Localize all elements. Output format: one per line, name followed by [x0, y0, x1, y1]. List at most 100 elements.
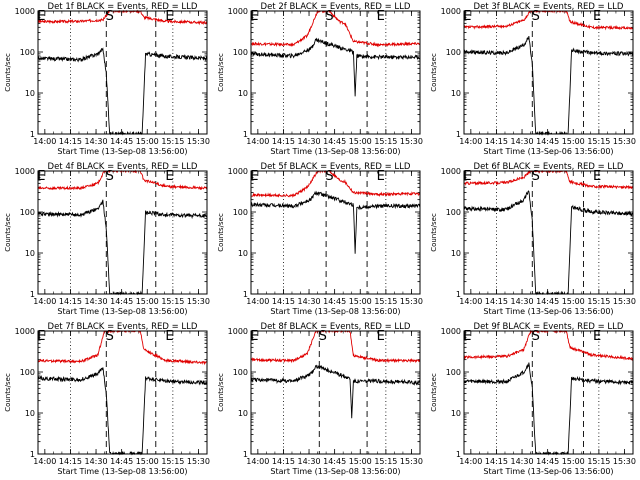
y-tick-label: 1 [456, 290, 461, 299]
y-tick-label: 1 [456, 450, 461, 459]
y-tick-label: 1000 [15, 327, 35, 336]
x-axis-label: Start Time (13-Sep-06 13:56:00) [483, 147, 613, 156]
y-tick-label: 1000 [441, 327, 461, 336]
detector-panel-8: Det 8f BLACK = Events, RED = LLD 1 10 100 10… [213, 320, 426, 480]
y-axis-label: Counts/sec [430, 373, 438, 412]
lld-series-line [250, 330, 421, 364]
x-tick-label: 14:45 [323, 297, 346, 306]
marker-e: E [463, 169, 471, 184]
x-tick-label: 14:45 [110, 137, 133, 146]
y-tick-label: 100 [20, 48, 35, 57]
x-tick-label: 15:30 [187, 457, 210, 466]
y-tick-label: 1 [30, 290, 35, 299]
y-tick-label: 1 [30, 130, 35, 139]
detector-panel-1: Det 1f BLACK = Events, RED = LLD 1 10 100 10… [0, 0, 213, 160]
panel-title: Det 8f BLACK = Events, RED = LLD [261, 322, 411, 332]
x-tick-label: 14:15 [485, 297, 508, 306]
detector-panel-3: Det 3f BLACK = Events, RED = LLD 1 10 100 10… [426, 0, 639, 160]
panel-svg: Det 2f BLACK = Events, RED = LLD 1 10 100 10… [217, 2, 423, 156]
x-tick-label: 14:30 [511, 137, 534, 146]
marker-e: E [593, 169, 601, 184]
y-tick-label: 1 [243, 450, 248, 459]
x-tick-label: 14:15 [59, 457, 82, 466]
plot-frame [250, 170, 421, 295]
x-axis-label: Start Time (13-Sep-08 13:56:00) [270, 307, 400, 316]
lld-series-line [463, 10, 634, 31]
plot-frame [37, 10, 208, 135]
marker-e: E [250, 329, 258, 344]
y-tick-label: 1000 [15, 167, 35, 176]
y-tick-label: 1000 [228, 7, 248, 16]
x-tick-label: 14:15 [485, 137, 508, 146]
plot-frame [37, 330, 208, 455]
detector-panel-9: Det 9f BLACK = Events, RED = LLD 1 10 100 10… [426, 320, 639, 480]
x-tick-label: 15:00 [562, 297, 585, 306]
x-tick-label: 15:00 [349, 457, 372, 466]
x-tick-label: 14:30 [298, 137, 321, 146]
y-tick-label: 100 [446, 48, 461, 57]
y-axis-label: Counts/sec [4, 53, 12, 92]
y-tick-label: 10 [25, 89, 35, 98]
marker-e: E [377, 329, 385, 344]
lld-series-line [250, 170, 421, 198]
panel-title: Det 2f BLACK = Events, RED = LLD [261, 2, 411, 12]
marker-s: S [106, 169, 114, 184]
marker-s: S [532, 9, 540, 24]
x-tick-label: 15:00 [349, 297, 372, 306]
plot-frame [250, 10, 421, 135]
x-tick-label: 15:00 [349, 137, 372, 146]
y-axis-label: Counts/sec [217, 53, 225, 92]
y-tick-label: 10 [451, 409, 461, 418]
x-tick-label: 14:30 [85, 457, 108, 466]
marker-e: E [250, 9, 258, 24]
y-tick-label: 10 [25, 249, 35, 258]
detector-panel-6: Det 6f BLACK = Events, RED = LLD 1 10 100 10… [426, 160, 639, 320]
x-tick-label: 14:00 [246, 137, 269, 146]
y-tick-label: 100 [233, 208, 248, 217]
lld-series-line [37, 329, 208, 366]
marker-s: S [532, 329, 540, 344]
x-tick-label: 15:30 [187, 297, 210, 306]
marker-e: E [463, 329, 471, 344]
panel-svg: Det 6f BLACK = Events, RED = LLD 1 10 100 10… [430, 162, 636, 316]
events-series-line [463, 35, 634, 136]
x-tick-label: 14:45 [536, 457, 559, 466]
marker-s: S [532, 169, 540, 184]
x-tick-label: 14:15 [59, 137, 82, 146]
x-tick-label: 15:30 [613, 297, 636, 306]
events-series-line [37, 47, 208, 136]
x-tick-label: 15:00 [136, 457, 159, 466]
plot-frame [463, 330, 634, 455]
panel-title: Det 1f BLACK = Events, RED = LLD [48, 2, 198, 12]
y-axis-label: Counts/sec [217, 373, 225, 412]
events-series-line [37, 367, 208, 456]
marker-e: E [165, 9, 173, 24]
x-tick-label: 14:30 [298, 297, 321, 306]
x-tick-label: 14:15 [485, 457, 508, 466]
x-tick-label: 14:45 [536, 137, 559, 146]
x-axis-label: Start Time (13-Sep-08 13:56:00) [270, 147, 400, 156]
events-series-line [463, 362, 634, 456]
panel-title: Det 7f BLACK = Events, RED = LLD [48, 322, 198, 332]
marker-e: E [37, 169, 45, 184]
x-tick-label: 15:30 [400, 137, 423, 146]
x-tick-label: 14:45 [110, 297, 133, 306]
x-tick-label: 14:45 [110, 457, 133, 466]
x-tick-label: 15:00 [562, 457, 585, 466]
detector-panel-2: Det 2f BLACK = Events, RED = LLD 1 10 100 10… [213, 0, 426, 160]
panel-title: Det 3f BLACK = Events, RED = LLD [474, 2, 624, 12]
y-axis-label: Counts/sec [4, 373, 12, 412]
marker-s: S [319, 329, 327, 344]
x-tick-label: 14:00 [459, 457, 482, 466]
x-tick-label: 14:00 [246, 457, 269, 466]
y-tick-label: 1 [456, 130, 461, 139]
x-tick-label: 14:00 [459, 137, 482, 146]
y-tick-label: 100 [20, 208, 35, 217]
marker-s: S [106, 9, 114, 24]
panel-svg: Det 8f BLACK = Events, RED = LLD 1 10 100 10… [217, 322, 423, 476]
x-tick-label: 14:45 [323, 137, 346, 146]
x-axis-label: Start Time (13-Sep-08 13:56:00) [57, 467, 187, 476]
x-tick-label: 14:00 [246, 297, 269, 306]
x-tick-label: 15:15 [161, 457, 184, 466]
